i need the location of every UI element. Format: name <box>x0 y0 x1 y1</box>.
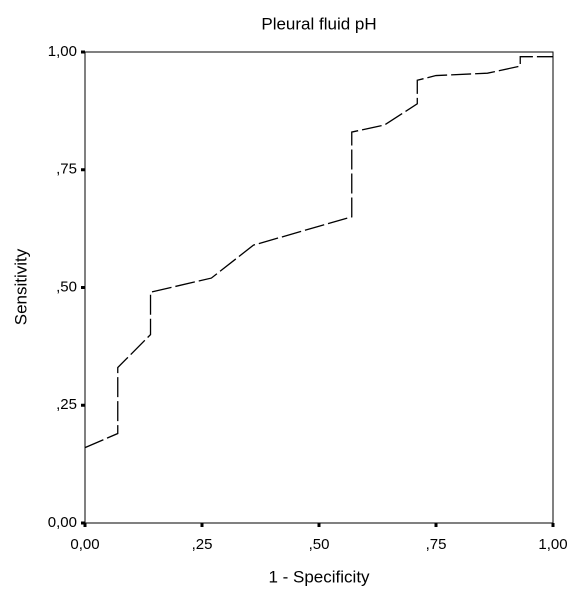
x-tick-label: 0,00 <box>70 536 99 553</box>
y-tick-label: 0,00 <box>48 514 77 531</box>
chart-title: Pleural fluid pH <box>261 14 376 33</box>
x-tick-label: ,25 <box>192 536 213 553</box>
x-axis-label: 1 - Specificity <box>268 567 370 586</box>
y-tick-label: ,25 <box>56 396 77 413</box>
y-axis-label: Sensitivity <box>11 248 30 325</box>
x-tick-label: ,50 <box>309 536 330 553</box>
x-tick-label: ,75 <box>426 536 447 553</box>
plot-frame <box>84 51 554 524</box>
y-tick-label: ,50 <box>56 278 77 295</box>
x-tick-label: 1,00 <box>538 536 567 553</box>
roc-curve <box>84 56 553 449</box>
y-tick-label: ,75 <box>56 161 77 178</box>
y-tick-label: 1,00 <box>48 43 77 60</box>
